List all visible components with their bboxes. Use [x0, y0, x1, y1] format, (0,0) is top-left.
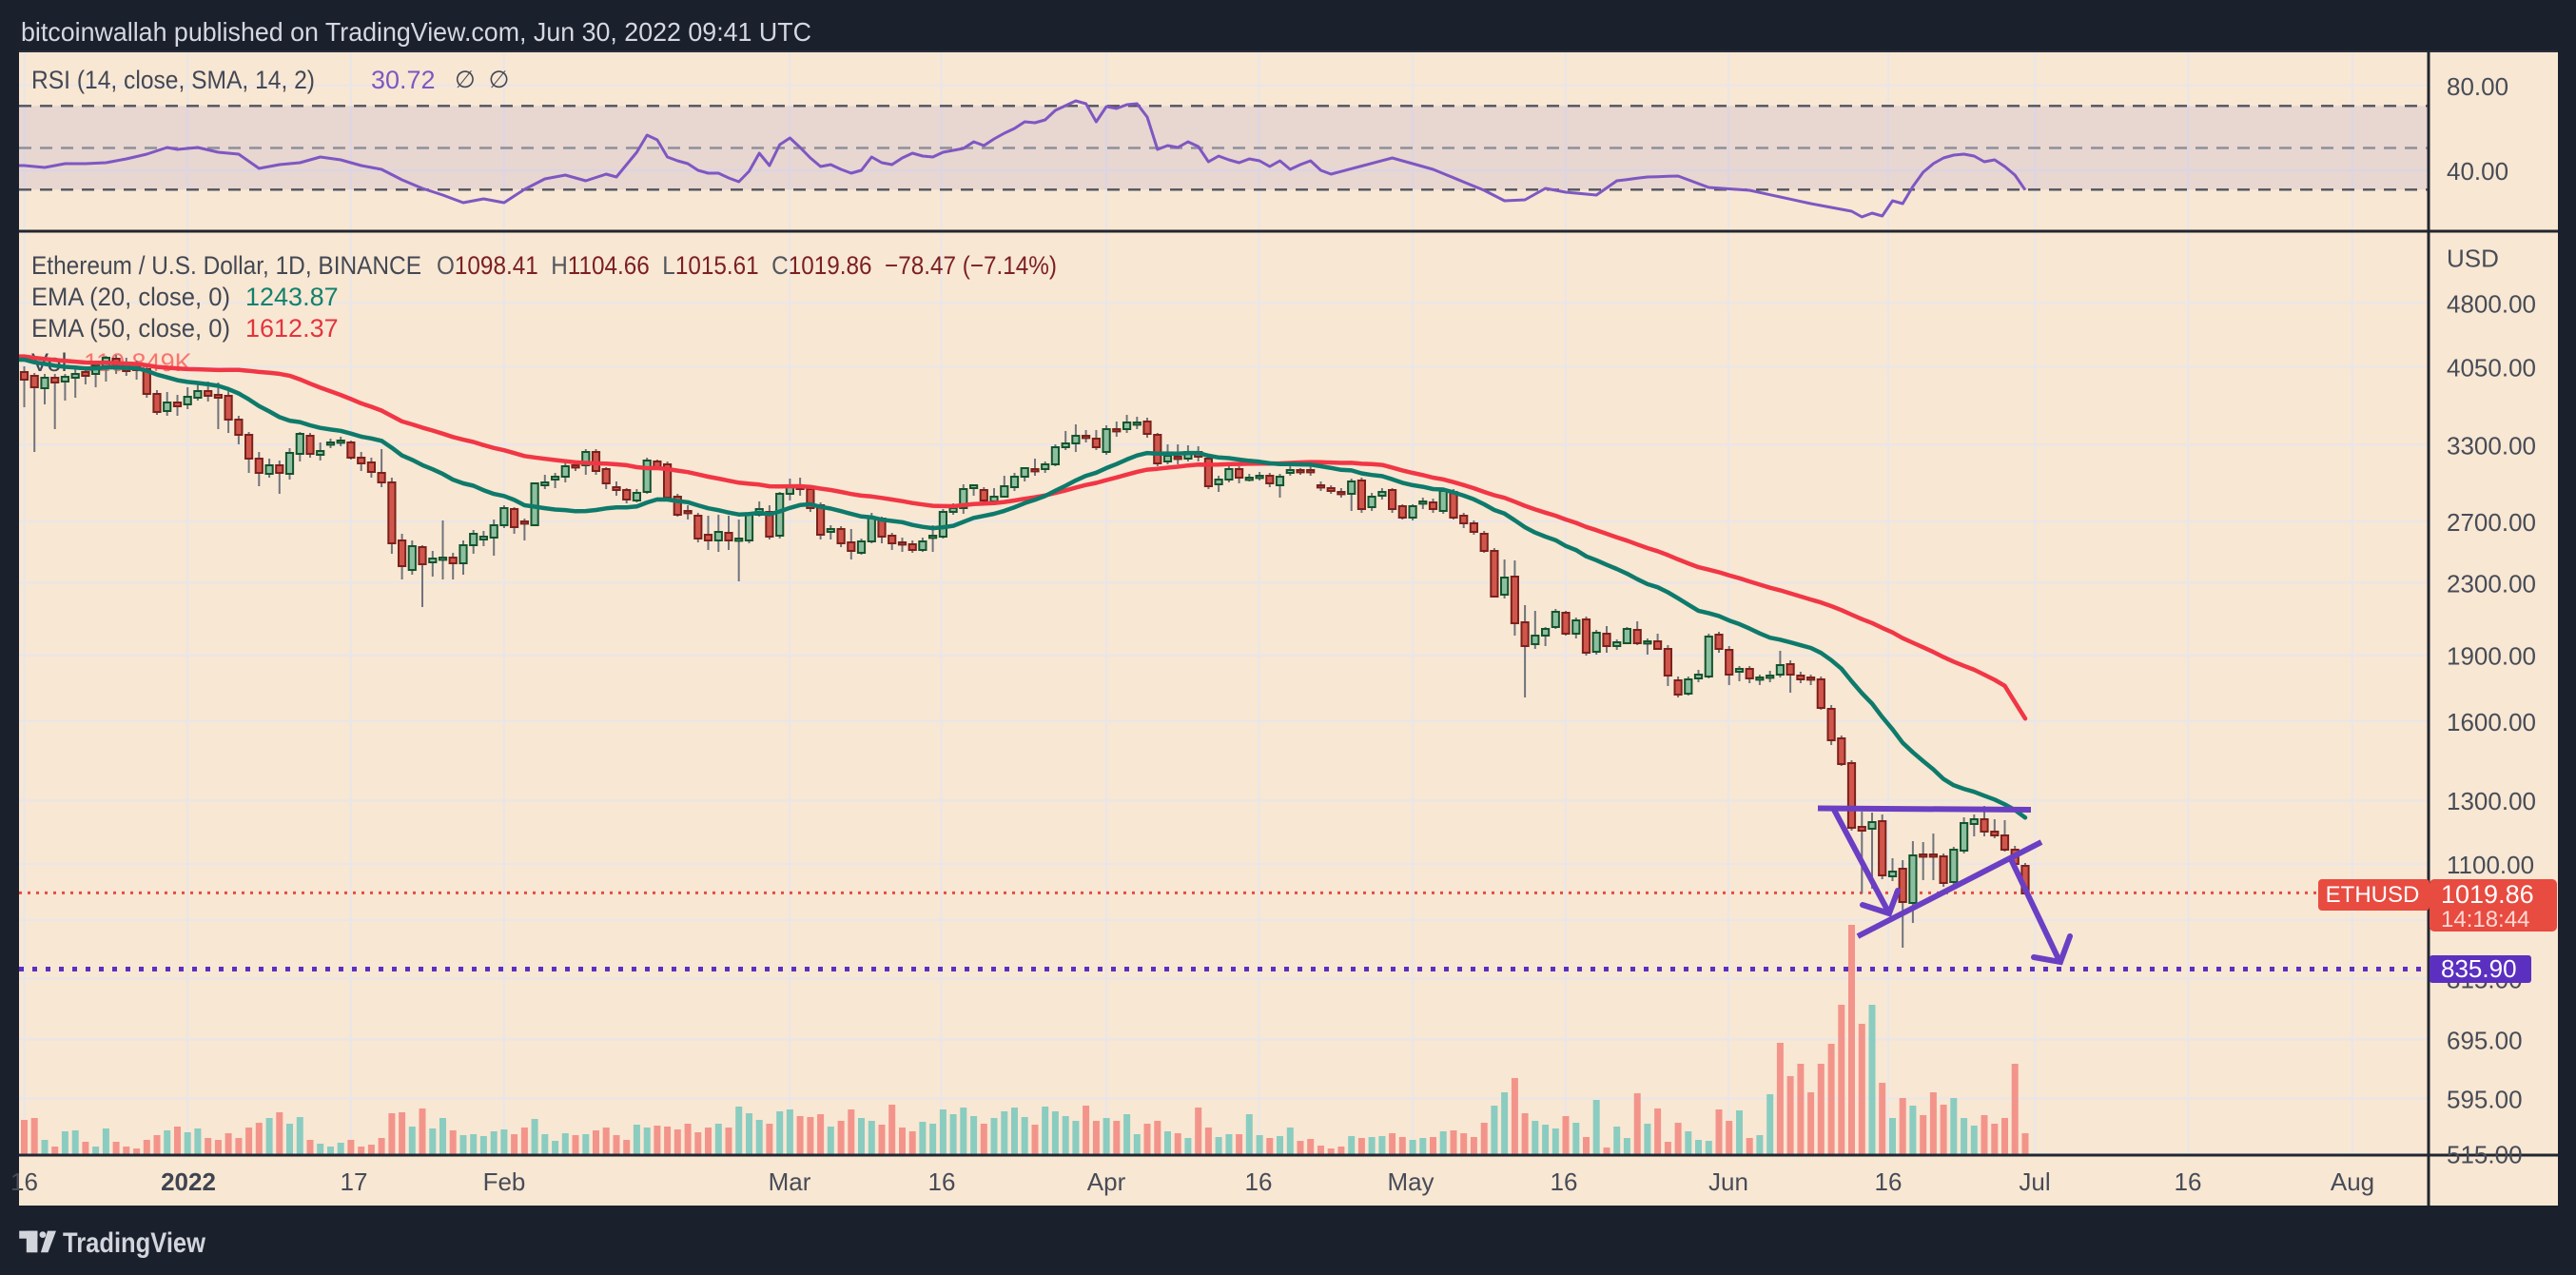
svg-text:2022: 2022: [161, 1167, 216, 1196]
svg-text:EMA (50, close, 0): EMA (50, close, 0): [31, 314, 230, 343]
svg-text:Mar: Mar: [769, 1167, 811, 1196]
svg-text:4800.00: 4800.00: [2447, 290, 2536, 319]
svg-text:695.00: 695.00: [2447, 1026, 2523, 1054]
svg-text:515.00: 515.00: [2447, 1141, 2523, 1169]
svg-text:RSI (14, close, SMA, 14, 2): RSI (14, close, SMA, 14, 2): [31, 66, 315, 94]
svg-text:30.72: 30.72: [371, 66, 436, 94]
svg-text:May: May: [1387, 1167, 1434, 1196]
svg-text:Jun: Jun: [1708, 1167, 1748, 1196]
svg-text:EMA (20, close, 0): EMA (20, close, 0): [31, 283, 230, 311]
svg-text:835.90: 835.90: [2441, 954, 2517, 983]
svg-text:1100.00: 1100.00: [2447, 851, 2534, 879]
svg-text:TradingView: TradingView: [63, 1227, 206, 1259]
svg-text:3300.00: 3300.00: [2447, 432, 2536, 461]
svg-text:1243.87: 1243.87: [245, 283, 339, 311]
svg-text:Ethereum / U.S. Dollar, 1D, BI: Ethereum / U.S. Dollar, 1D, BINANCE: [31, 251, 421, 280]
svg-text:16: 16: [1245, 1167, 1273, 1196]
svg-text:bitcoinwallah published on Tra: bitcoinwallah published on TradingView.c…: [21, 17, 811, 47]
svg-text:1019.86: 1019.86: [2441, 880, 2534, 909]
svg-text:14:18:44: 14:18:44: [2441, 907, 2529, 932]
svg-text:1612.37: 1612.37: [245, 314, 339, 343]
svg-text:1900.00: 1900.00: [2447, 642, 2536, 671]
svg-text:ETHUSD: ETHUSD: [2326, 882, 2420, 908]
svg-text:2300.00: 2300.00: [2447, 569, 2536, 598]
svg-text:40.00: 40.00: [2447, 157, 2508, 186]
svg-text:16: 16: [10, 1167, 38, 1196]
svg-text:Apr: Apr: [1087, 1167, 1126, 1196]
svg-text:16: 16: [1875, 1167, 1903, 1196]
svg-text:O1098.41 H1104.66 L1015.61: O1098.41 H1104.66 L1015.61 C1019.86 −78.…: [437, 251, 1057, 280]
svg-text:Aug: Aug: [2331, 1167, 2374, 1196]
svg-text:∅ ∅: ∅ ∅: [455, 67, 509, 93]
svg-text:1300.00: 1300.00: [2447, 787, 2536, 815]
svg-text:80.00: 80.00: [2447, 72, 2508, 101]
svg-text:16: 16: [1551, 1167, 1578, 1196]
svg-text:2700.00: 2700.00: [2447, 508, 2536, 537]
svg-text:Feb: Feb: [483, 1167, 526, 1196]
svg-text:USD: USD: [2447, 245, 2499, 273]
svg-text:17: 17: [341, 1167, 368, 1196]
svg-text:Jul: Jul: [2019, 1167, 2050, 1196]
svg-text:4050.00: 4050.00: [2447, 354, 2536, 382]
svg-text:16: 16: [928, 1167, 956, 1196]
svg-text:595.00: 595.00: [2447, 1086, 2523, 1114]
svg-text:1600.00: 1600.00: [2447, 708, 2536, 736]
svg-text:16: 16: [2175, 1167, 2202, 1196]
